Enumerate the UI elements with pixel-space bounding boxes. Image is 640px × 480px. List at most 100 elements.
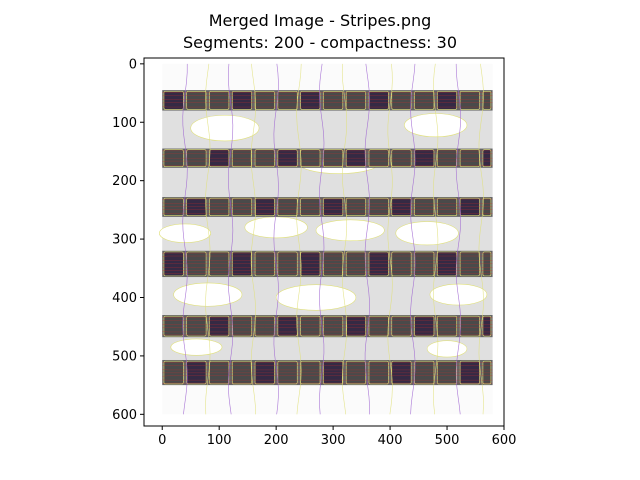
dark-segment-tile — [209, 360, 230, 385]
dark-segment-tile — [277, 197, 298, 217]
dark-segment-tile — [414, 197, 435, 217]
y-axis: 0 100 200 300 400 500 600 — [112, 57, 144, 423]
segment-boundary — [205, 63, 211, 415]
dark-segment-tile — [254, 90, 275, 110]
dark-segment-tile — [459, 360, 480, 385]
segment-blob — [190, 114, 260, 142]
dark-segment-tile — [231, 197, 252, 217]
dark-segment-tile — [254, 251, 275, 277]
dark-segment-tile — [209, 251, 230, 277]
dark-segment-tile — [186, 315, 207, 337]
dark-segment-tile — [414, 251, 435, 277]
dark-segment-tile — [163, 90, 184, 110]
dark-segment-tile — [391, 251, 412, 277]
dark-segment-tile — [323, 315, 344, 337]
segment-boundary — [433, 63, 439, 415]
noise-line — [162, 209, 493, 211]
dark-segment-tile — [482, 90, 492, 110]
dark-segment-tile — [482, 360, 492, 385]
dark-segment-tile — [345, 251, 366, 277]
dark-segment-tile — [323, 360, 344, 385]
axes-frame — [143, 57, 505, 427]
segment-blob — [404, 113, 468, 138]
dark-segment-tile — [459, 197, 480, 217]
noise-line — [162, 153, 493, 155]
dark-segment-tile — [186, 197, 207, 217]
dark-segment-tile — [345, 90, 366, 110]
dark-segment-tile — [345, 315, 366, 337]
segment-boundary — [341, 63, 348, 415]
dark-segment-tile — [231, 90, 252, 110]
segment-blob — [395, 221, 459, 246]
dark-segment-tile — [186, 251, 207, 277]
dark-segment-tile — [414, 315, 435, 337]
dark-segment-tile — [368, 315, 389, 337]
dark-segment-tile — [277, 251, 298, 277]
segment-blob — [173, 282, 243, 307]
y-tick-label: 400 — [112, 291, 137, 306]
x-tick-label: 600 — [492, 433, 517, 448]
segment-blob — [426, 340, 468, 358]
x-tick-label: 100 — [207, 433, 232, 448]
x-tick-label: 0 — [158, 433, 166, 448]
dark-segment-tile — [300, 360, 321, 385]
segment-boundary — [273, 63, 279, 415]
dark-segment-tile — [437, 251, 458, 277]
segment-boundary — [228, 63, 234, 415]
dark-segment-tile — [231, 251, 252, 277]
noise-line — [162, 106, 493, 108]
dark-segment-tile — [414, 90, 435, 110]
segment-blob — [170, 338, 223, 356]
y-tick-label: 300 — [112, 233, 137, 248]
noise-line — [162, 266, 493, 268]
noise-line — [162, 95, 493, 97]
dark-segment-tile — [209, 315, 230, 337]
segment-boundary — [364, 63, 370, 415]
dark-segment-tile — [482, 251, 492, 277]
dark-segment-tile — [437, 360, 458, 385]
dark-segment-tile — [186, 360, 207, 385]
dark-segment-tile — [323, 251, 344, 277]
segment-boundary — [455, 63, 462, 415]
dark-segment-tile — [391, 90, 412, 110]
dark-segment-tile — [459, 90, 480, 110]
segment-boundary — [296, 63, 302, 415]
y-tick-label: 0 — [129, 57, 137, 72]
dark-segment-tile — [391, 315, 412, 337]
x-axis: 0 100 200 300 400 500 600 — [158, 426, 516, 448]
segment-boundary — [319, 63, 325, 415]
x-tick-label: 300 — [321, 433, 346, 448]
segment-blob — [159, 223, 211, 243]
dark-segment-tile — [277, 360, 298, 385]
y-tick-label: 600 — [112, 408, 137, 423]
dark-segment-tile — [254, 197, 275, 217]
dark-segment-tile — [231, 315, 252, 337]
noise-line — [162, 255, 493, 257]
segment-blob — [315, 219, 385, 242]
segment-boundary — [250, 63, 256, 415]
dark-segment-tile — [437, 197, 458, 217]
dark-segment-tile — [345, 360, 366, 385]
dark-segment-tile — [300, 197, 321, 217]
x-tick-label: 400 — [378, 433, 403, 448]
segment-blob — [275, 284, 357, 311]
dark-segment-tile — [414, 360, 435, 385]
dark-segment-tile — [163, 315, 184, 337]
dark-segment-tile — [482, 197, 492, 217]
light-band — [162, 337, 493, 360]
y-tick-label: 200 — [112, 174, 137, 189]
merged-segmentation-image — [159, 63, 493, 415]
dark-segment-tile — [209, 197, 230, 217]
dark-segment-tile — [391, 197, 412, 217]
figure-title: Merged Image - Stripes.png — [208, 11, 432, 30]
dark-segment-tile — [437, 315, 458, 337]
dark-segment-tile — [186, 90, 207, 110]
dark-segment-tile — [459, 251, 480, 277]
segment-boundary — [387, 63, 393, 415]
dark-segment-tile — [323, 197, 344, 217]
dark-segment-tile — [323, 90, 344, 110]
segment-boundary — [182, 63, 188, 415]
y-tick-label: 500 — [112, 349, 137, 364]
x-tick-label: 500 — [435, 433, 460, 448]
